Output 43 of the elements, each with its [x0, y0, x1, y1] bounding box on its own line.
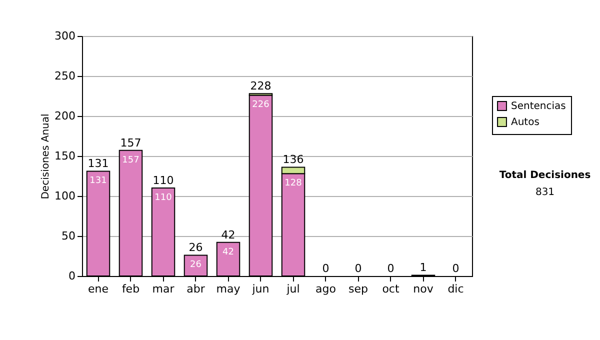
total-label: 110: [152, 174, 174, 187]
data-label: 42: [222, 247, 234, 258]
total-label: 0: [322, 262, 330, 275]
legend-label: Sentencias: [511, 101, 566, 112]
total-label: 0: [387, 262, 394, 275]
y-tick-label: 200: [54, 110, 76, 122]
x-tick-label: oct: [382, 282, 400, 296]
y-axis-title: Decisiones Anual: [40, 114, 52, 200]
y-tick-label: 250: [54, 70, 76, 82]
legend-label: Autos: [511, 117, 540, 128]
y-tick-label: 50: [62, 230, 76, 242]
total-label: 1: [420, 261, 427, 274]
x-tick-label: mar: [152, 282, 175, 296]
x-tick-label: jun: [251, 282, 270, 296]
x-tick-label: feb: [122, 282, 140, 296]
data-label: 26: [190, 260, 202, 270]
data-label: 128: [284, 178, 302, 189]
total-label: 26: [188, 241, 203, 254]
total-label: 0: [354, 262, 362, 275]
total-label: 0: [452, 262, 460, 275]
x-tick-label: abr: [186, 282, 206, 296]
x-tick-label: ene: [88, 282, 109, 296]
x-tick-label: jul: [286, 282, 300, 296]
data-label: 226: [252, 100, 270, 110]
x-tick-label: nov: [413, 282, 434, 296]
total-label: 228: [250, 80, 272, 93]
total-label: 42: [221, 228, 236, 242]
total-label: 136: [282, 153, 304, 166]
x-tick-label: sep: [348, 282, 368, 296]
y-tick-label: 300: [54, 30, 76, 42]
x-tick-label: may: [216, 282, 241, 296]
data-label: 131: [90, 176, 107, 186]
text: 831: [534, 187, 556, 198]
total-label: 131: [88, 157, 109, 170]
total-label: 157: [120, 136, 142, 150]
data-label: 110: [154, 193, 172, 203]
y-tick-label: 0: [68, 270, 76, 282]
data-label: 157: [122, 155, 140, 166]
text: Total Decisiones: [498, 170, 592, 181]
x-tick-label: dic: [448, 282, 464, 296]
y-tick-label: 150: [54, 150, 76, 162]
y-tick-label: 100: [54, 190, 76, 202]
x-tick-label: ago: [316, 282, 336, 296]
